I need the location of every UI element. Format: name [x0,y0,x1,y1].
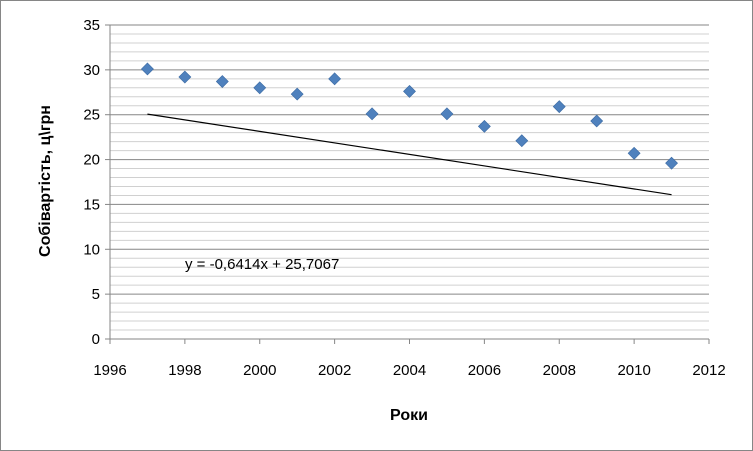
data-point [477,119,491,133]
data-point [590,114,604,128]
data-points [141,62,678,170]
trendline [147,113,672,196]
tick-labels: 0 5 10 15 20 25 30 35 1996 1998 2000 2002 2004 2006 20… [83,17,725,379]
data-point [665,156,678,170]
x-tick-label: 2006 [468,362,501,379]
y-tick-label: 30 [83,62,100,79]
y-tick-label: 15 [83,196,100,213]
x-tick-label: 2012 [692,362,725,379]
axes [109,25,709,340]
data-point [328,72,342,86]
y-tick-label: 0 [92,331,100,348]
data-point [178,70,192,84]
y-tick-label: 25 [83,107,100,124]
x-tick-label: 1996 [93,362,126,379]
y-tick-label: 35 [83,17,100,34]
x-tick-label: 2008 [543,362,576,379]
data-point [440,107,454,121]
data-point [290,87,304,101]
x-tick-label: 2002 [318,362,351,379]
data-point [365,107,379,121]
y-tick-label: 5 [92,286,100,303]
data-point [215,75,229,88]
y-tick-label: 10 [83,241,100,258]
x-tick-label: 2010 [617,362,650,379]
data-point [515,134,529,148]
x-tick-label: 2004 [393,362,426,379]
data-point [403,84,416,98]
data-point [253,81,267,95]
trendline-group [147,113,672,196]
y-tick-label: 20 [83,152,100,169]
x-tick-label: 1998 [168,362,201,379]
data-point [141,62,154,76]
trendline-equation: y = -0,6414x + 25,7067 [185,256,339,273]
data-point [627,146,641,160]
x-tick-label: 2000 [243,362,276,379]
x-axis-title: Роки [390,407,428,424]
y-axis-title: Собівартість, ц\грн [37,105,54,257]
gridlines [110,24,709,331]
data-point [552,100,566,114]
